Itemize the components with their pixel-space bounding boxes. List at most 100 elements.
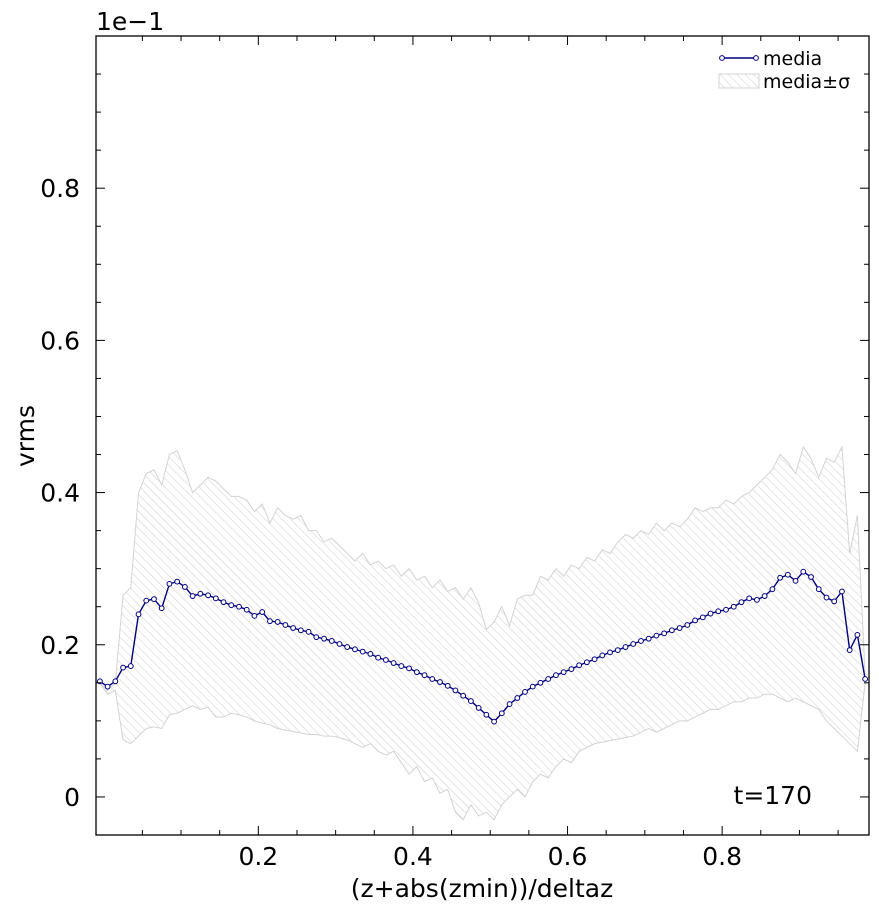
marker	[638, 638, 644, 644]
marker	[529, 683, 536, 690]
marker	[437, 679, 443, 685]
y-tick-label: 0.4	[40, 479, 80, 508]
marker	[475, 705, 482, 711]
x-tick-label: 0.4	[393, 842, 433, 871]
marker	[506, 701, 513, 708]
marker	[537, 679, 544, 686]
x-tick-label: 0.8	[702, 842, 742, 871]
marker	[846, 647, 853, 653]
marker	[375, 654, 382, 661]
marker	[460, 692, 467, 699]
marker	[839, 588, 845, 595]
marker	[754, 596, 760, 603]
x-axis-label: (z+abs(zmin))/deltaz	[351, 874, 613, 903]
y-tick-label: 0	[64, 783, 80, 812]
marker	[243, 606, 250, 613]
marker	[831, 598, 838, 605]
marker	[321, 635, 327, 642]
marker	[112, 678, 119, 685]
marker	[359, 648, 366, 655]
marker	[220, 599, 227, 606]
marker	[297, 627, 304, 634]
marker	[715, 608, 722, 615]
marker	[251, 612, 258, 619]
legend-marker	[719, 55, 725, 61]
marker	[189, 593, 196, 599]
marker	[468, 698, 474, 704]
marker	[336, 641, 343, 647]
marker	[151, 596, 157, 603]
line	[99, 570, 866, 723]
marker	[707, 610, 714, 617]
marker	[738, 599, 745, 606]
marker	[792, 577, 799, 584]
marker	[444, 682, 451, 689]
marker	[854, 631, 861, 638]
marker	[344, 644, 351, 650]
marker	[267, 618, 273, 625]
y-axis-label: vrms	[11, 405, 40, 467]
legend-patch	[718, 73, 760, 89]
marker	[174, 578, 181, 585]
marker	[800, 568, 807, 575]
marker	[514, 695, 521, 701]
x-tick-label: 0.6	[548, 842, 588, 871]
marker	[181, 584, 188, 590]
y-tick-label: 0.2	[40, 631, 80, 660]
marker	[668, 627, 675, 634]
marker	[591, 656, 598, 663]
marker	[730, 603, 737, 610]
annotation: t=170	[734, 781, 812, 810]
marker	[560, 669, 567, 676]
marker	[761, 593, 768, 599]
marker	[498, 710, 505, 717]
marker	[483, 711, 490, 718]
marker	[120, 664, 126, 671]
offset-label: 1e−1	[96, 7, 164, 36]
marker	[769, 586, 776, 593]
marker	[390, 660, 397, 666]
y-tick-label: 0.8	[40, 174, 80, 203]
marker	[583, 659, 590, 666]
marker	[545, 676, 552, 682]
marker	[684, 622, 691, 628]
marker	[313, 634, 320, 641]
legend-label: media	[763, 48, 822, 70]
marker	[576, 662, 583, 669]
x-tick-label: 0.2	[238, 842, 278, 871]
marker	[135, 611, 142, 618]
marker	[166, 580, 173, 587]
marker	[143, 597, 150, 604]
marker	[692, 617, 698, 624]
legend-marker	[753, 55, 759, 61]
marker	[661, 630, 668, 637]
marker	[491, 718, 497, 725]
marker	[352, 646, 358, 653]
marker	[127, 663, 134, 669]
marker	[815, 586, 822, 593]
marker	[282, 622, 289, 628]
marker	[452, 687, 459, 694]
marker	[382, 657, 389, 663]
marker	[777, 574, 784, 581]
marker	[328, 638, 335, 644]
marker	[212, 595, 219, 602]
marker	[699, 614, 706, 621]
marker	[862, 676, 869, 682]
marker	[367, 650, 374, 657]
marker	[746, 595, 753, 602]
marker	[398, 663, 405, 669]
marker	[274, 619, 281, 625]
marker	[676, 625, 683, 631]
marker	[421, 672, 428, 679]
marker	[429, 676, 436, 682]
marker	[630, 641, 637, 647]
axes-frame	[95, 35, 870, 836]
marker	[413, 669, 420, 676]
marker	[808, 574, 814, 580]
marker	[568, 666, 575, 673]
marker	[784, 571, 791, 578]
marker	[290, 625, 297, 631]
marker	[236, 603, 242, 610]
legend-label: media±σ	[763, 71, 850, 93]
